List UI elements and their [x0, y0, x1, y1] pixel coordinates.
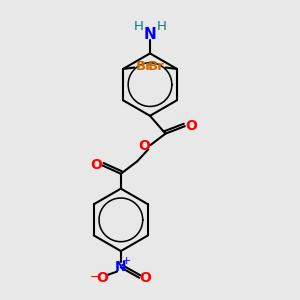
Text: +: + [122, 256, 131, 266]
Text: N: N [115, 260, 127, 274]
Text: O: O [139, 139, 151, 153]
Text: N: N [144, 28, 156, 43]
Text: H: H [134, 20, 144, 33]
Text: H: H [156, 20, 166, 33]
Text: O: O [91, 158, 102, 172]
Text: −: − [90, 271, 101, 284]
Text: O: O [185, 119, 197, 133]
Text: O: O [139, 271, 151, 285]
Text: O: O [97, 271, 108, 285]
Text: Br: Br [147, 60, 164, 74]
Text: Br: Br [136, 60, 153, 74]
